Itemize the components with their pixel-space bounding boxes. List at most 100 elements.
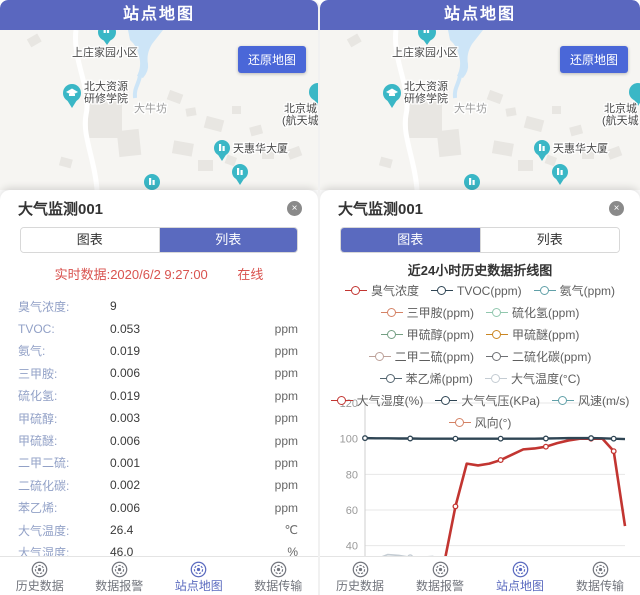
parameter-value: 0.053 bbox=[110, 321, 141, 336]
parameter-unit: ppm bbox=[274, 500, 298, 515]
river-stream bbox=[452, 75, 462, 99]
station-marker-tower-icon[interactable] bbox=[214, 140, 230, 161]
legend-label: 二甲二硫(ppm) bbox=[394, 350, 474, 364]
nav-label: 数据报警 bbox=[415, 579, 464, 593]
station-marker-5-icon[interactable] bbox=[232, 164, 248, 185]
station-detail-sheet: 大气监测001 × 图表 列表 近24小时历史数据折线图 臭气浓度 TVOC(p… bbox=[320, 190, 640, 556]
series-marker bbox=[407, 435, 414, 442]
legend-item[interactable]: 氨气(ppm) bbox=[533, 282, 616, 299]
sensor-readings-list: 臭气浓度: 9 TVOC: 0.053 ppm 氨气: 0.019 ppm 三甲… bbox=[0, 295, 318, 556]
legend-item[interactable]: 大气气压(KPa) bbox=[435, 392, 540, 409]
station-marker-residence-icon[interactable] bbox=[98, 30, 116, 45]
restore-map-button[interactable]: 还原地图 bbox=[559, 46, 628, 73]
legend-item[interactable]: 三甲胺(ppm) bbox=[380, 304, 474, 321]
series-marker bbox=[588, 435, 595, 442]
nav-item-2[interactable]: 站点地图 bbox=[480, 557, 560, 595]
map-label-tower: 天惠华大厦 bbox=[233, 141, 288, 155]
restore-map-button[interactable]: 还原地图 bbox=[237, 46, 306, 73]
legend-item[interactable]: 二甲二硫(ppm) bbox=[368, 348, 474, 365]
legend-item[interactable]: 大气湿度(%) bbox=[330, 392, 423, 409]
nav-item-1[interactable]: 数据报警 bbox=[80, 557, 160, 595]
parameter-unit: ppm bbox=[274, 321, 298, 336]
sensor-reading-row: 三甲胺: 0.006 ppm bbox=[0, 362, 318, 384]
river-stream bbox=[132, 75, 142, 99]
legend-item[interactable]: 甲硫醇(ppm) bbox=[380, 326, 474, 343]
station-marker-6-icon[interactable] bbox=[144, 174, 160, 190]
parameter-unit: ppm bbox=[274, 433, 298, 448]
station-hub-icon bbox=[592, 561, 608, 578]
nav-item-3[interactable]: 数据传输 bbox=[560, 557, 640, 595]
legend-label: 臭气浓度 bbox=[370, 284, 419, 298]
map-label-college-1: 北大资源 bbox=[404, 79, 448, 93]
close-icon[interactable]: × bbox=[287, 201, 302, 216]
legend-item[interactable]: 苯乙烯(ppm) bbox=[379, 370, 473, 387]
station-marker-college-icon[interactable] bbox=[383, 84, 401, 108]
nav-item-2[interactable]: 站点地图 bbox=[159, 557, 239, 595]
station-marker-6-icon[interactable] bbox=[464, 174, 480, 190]
legend-item[interactable]: 甲硫醚(ppm) bbox=[486, 326, 579, 343]
series-marker bbox=[452, 503, 459, 510]
legend-label: 风速(m/s) bbox=[578, 394, 630, 408]
map-label-college-2: 研修学院 bbox=[404, 91, 448, 105]
legend-line-marker-icon bbox=[486, 330, 508, 340]
road-shape bbox=[72, 30, 100, 190]
legend-line-marker-icon bbox=[448, 418, 471, 428]
sensor-reading-row: 氨气: 0.019 ppm bbox=[0, 340, 318, 362]
station-marker-5-icon[interactable] bbox=[552, 164, 568, 185]
map-canvas[interactable]: 上庄家园小区 北大资源 研修学院 大牛坊 北京城 (航天城 天惠 bbox=[0, 30, 318, 190]
legend-item[interactable]: 风速(m/s) bbox=[552, 392, 629, 409]
y-axis-tick: 100 bbox=[340, 434, 358, 446]
tab-chart[interactable]: 图表 bbox=[21, 228, 159, 252]
map-label-city-1: 北京城 bbox=[604, 101, 637, 115]
legend-line-marker-icon bbox=[380, 330, 403, 340]
station-marker-college-icon[interactable] bbox=[63, 84, 81, 108]
sensor-reading-row: 甲硫醚: 0.006 ppm bbox=[0, 429, 318, 451]
station-name: 大气监测001 bbox=[338, 201, 424, 218]
map-area[interactable]: 上庄家园小区 北大资源 研修学院 大牛坊 北京城 (航天城 天惠 bbox=[320, 30, 640, 190]
sensor-reading-row: 二甲二硫: 0.001 ppm bbox=[0, 452, 318, 474]
map-canvas[interactable]: 上庄家园小区 北大资源 研修学院 大牛坊 北京城 (航天城 天惠 bbox=[320, 30, 640, 190]
legend-label: 风向(°) bbox=[474, 416, 512, 430]
map-label-city-2: (航天城 bbox=[602, 113, 639, 127]
station-marker-city-icon[interactable] bbox=[309, 83, 320, 106]
nav-item-0[interactable]: 历史数据 bbox=[0, 557, 80, 595]
sensor-reading-row: 大气湿度: 46.0 % bbox=[0, 541, 318, 556]
map-label-village: 大牛坊 bbox=[454, 101, 487, 115]
parameter-value: 0.006 bbox=[110, 366, 141, 381]
map-area[interactable]: 上庄家园小区 北大资源 研修学院 大牛坊 北京城 (航天城 天惠 bbox=[0, 30, 318, 190]
legend-item[interactable]: 大气温度(°C) bbox=[484, 370, 580, 387]
parameter-label: 甲硫醇: bbox=[18, 411, 58, 426]
station-marker-city-icon[interactable] bbox=[629, 83, 640, 106]
station-marker-tower-icon[interactable] bbox=[534, 140, 550, 161]
nav-item-1[interactable]: 数据报警 bbox=[400, 557, 480, 595]
legend-line-marker-icon bbox=[486, 308, 508, 318]
parameter-label: 苯乙烯: bbox=[18, 501, 58, 516]
station-name: 大气监测001 bbox=[18, 201, 104, 218]
legend-item[interactable]: TVOC(ppm) bbox=[431, 282, 522, 299]
page-title: 站点地图 bbox=[122, 6, 195, 23]
map-label-city-2: (航天城 bbox=[282, 113, 319, 127]
series-marker bbox=[497, 457, 504, 464]
parameter-value: 0.002 bbox=[110, 478, 141, 493]
series-marker bbox=[610, 448, 617, 455]
station-marker-residence-icon[interactable] bbox=[418, 30, 436, 45]
legend-item[interactable]: 臭气浓度 bbox=[344, 282, 419, 299]
legend-item[interactable]: 硫化氢(ppm) bbox=[486, 304, 579, 321]
legend-line-marker-icon bbox=[533, 286, 556, 296]
legend-label: 氨气(ppm) bbox=[559, 284, 616, 298]
parameter-value: 26.4 bbox=[110, 523, 134, 538]
nav-label: 历史数据 bbox=[335, 579, 384, 593]
sensor-reading-row: 甲硫醇: 0.003 ppm bbox=[0, 407, 318, 429]
map-label-city-1: 北京城 bbox=[284, 101, 317, 115]
station-hub-icon bbox=[352, 561, 368, 578]
legend-item[interactable]: 风向(°) bbox=[448, 414, 512, 431]
nav-item-0[interactable]: 历史数据 bbox=[320, 557, 400, 595]
tab-list[interactable]: 列表 bbox=[479, 228, 619, 252]
nav-item-3[interactable]: 数据传输 bbox=[239, 557, 319, 595]
tab-chart[interactable]: 图表 bbox=[341, 228, 480, 252]
tab-list[interactable]: 列表 bbox=[158, 228, 297, 252]
legend-item[interactable]: 二硫化碳(ppm) bbox=[486, 348, 591, 365]
close-icon[interactable]: × bbox=[609, 201, 624, 216]
parameter-label: 硫化氢: bbox=[18, 389, 58, 404]
